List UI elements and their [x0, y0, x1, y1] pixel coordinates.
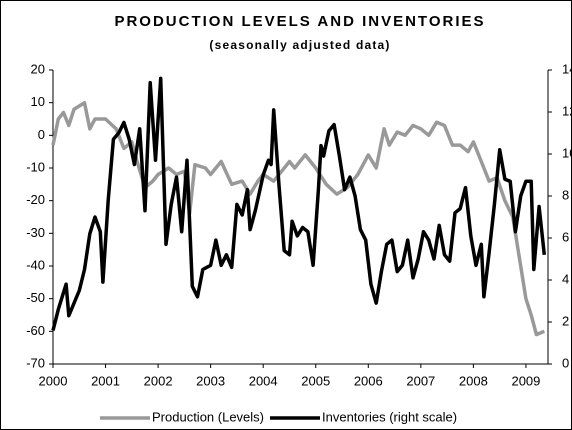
y2-tick-label: 6	[562, 229, 569, 244]
series-line	[51, 76, 547, 331]
chart-title: PRODUCTION LEVELS AND INVENTORIES	[114, 13, 485, 30]
x-tick-label: 2007	[406, 373, 435, 388]
y-tick-label: -60	[26, 323, 45, 338]
x-tick-label: 2006	[354, 373, 383, 388]
x-tick-label: 2009	[511, 373, 540, 388]
y-tick-label: -70	[26, 355, 45, 370]
y-tick-label: -10	[26, 159, 45, 174]
y-tick-label: -30	[26, 225, 45, 240]
y2-tick-label: 4	[562, 271, 569, 286]
y-tick-label: -50	[26, 290, 45, 305]
y-tick-label: 20	[31, 61, 45, 76]
y2-tick-label: 2	[562, 313, 569, 328]
chart-subtitle: (seasonally adjusted data)	[209, 38, 390, 52]
y2-tick-label: 14	[562, 61, 572, 76]
x-tick-label: 2000	[39, 373, 68, 388]
legend-label: Inventories (right scale)	[322, 409, 457, 424]
x-tick-label: 2002	[144, 373, 173, 388]
y-tick-label: -20	[26, 192, 45, 207]
x-tick-label: 2008	[459, 373, 488, 388]
series-line	[51, 100, 545, 337]
y2-tick-label: 8	[562, 187, 569, 202]
x-tick-label: 2003	[196, 373, 225, 388]
x-tick-label: 2001	[91, 373, 120, 388]
y2-tick-label: 12	[562, 103, 572, 118]
x-tick-label: 2005	[301, 373, 330, 388]
x-tick-label: 2004	[249, 373, 278, 388]
y2-tick-label: 0	[562, 355, 569, 370]
y2-tick-label: 10	[562, 145, 572, 160]
y-tick-label: 10	[31, 94, 45, 109]
y-tick-label: 0	[38, 127, 45, 142]
legend-label: Production (Levels)	[152, 409, 264, 424]
y-tick-label: -40	[26, 257, 45, 272]
